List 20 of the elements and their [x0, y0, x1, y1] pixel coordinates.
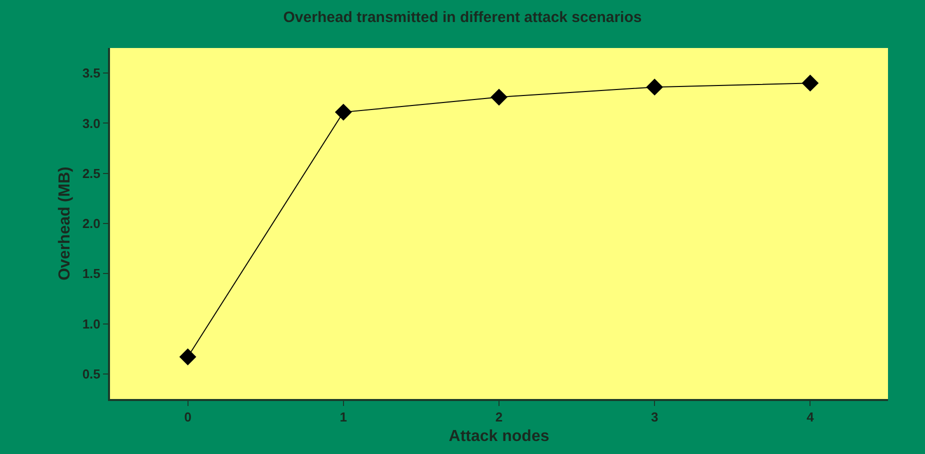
x-tick-label: 2	[495, 410, 503, 425]
point	[646, 78, 664, 96]
x-tick-label: 1	[340, 410, 348, 425]
y-tick-label: 3.0	[82, 116, 100, 131]
x-tick-label: 0	[184, 410, 192, 425]
point	[802, 74, 819, 92]
x-tick-label: 4	[806, 410, 815, 425]
point	[334, 104, 352, 121]
y-tick-label: 1.5	[82, 266, 100, 282]
point	[179, 348, 196, 366]
y-tick-label: 2.5	[82, 166, 100, 181]
y-axis-title: Overhead (MB)	[56, 166, 74, 280]
y-tick-label: 3.5	[82, 66, 100, 81]
y-tick-label: 0.5	[82, 366, 100, 382]
x-axis-title: Attack nodes	[448, 428, 550, 445]
point	[490, 88, 508, 106]
x-tick-label: 3	[650, 410, 658, 425]
chart-title: Overhead transmitted in different attack scenarios	[283, 8, 642, 26]
y-tick-label: 1.0	[82, 316, 100, 332]
y-tick-label: 2.0	[82, 216, 100, 232]
